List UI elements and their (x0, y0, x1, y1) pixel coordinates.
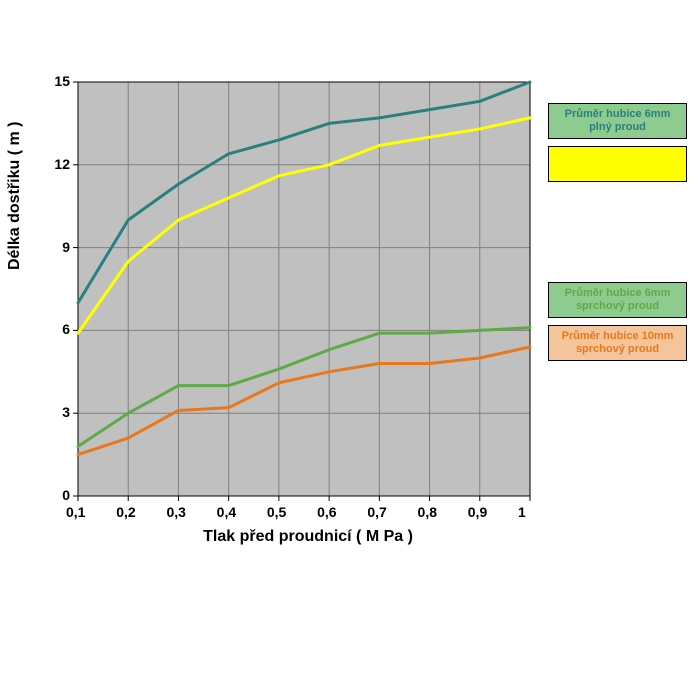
x-tick: 0,4 (217, 504, 236, 520)
y-axis-label: Délka dostřiku ( m ) (6, 122, 24, 270)
legend-label: Průměr hubice 10mm (562, 330, 674, 342)
x-tick: 0,9 (468, 504, 487, 520)
y-tick: 6 (62, 321, 70, 337)
x-tick: 0,5 (267, 504, 286, 520)
legend-label: Průměr hubice 10mm (562, 151, 674, 163)
legend-label: sprchový proud (576, 343, 659, 355)
y-tick: 0 (62, 487, 70, 503)
legend-label: plný proud (589, 121, 646, 133)
x-tick: 0,3 (166, 504, 185, 520)
y-tick: 3 (62, 404, 70, 420)
legend-item-6mm-spray: Průměr hubice 6mm sprchový proud (548, 282, 687, 318)
x-tick: 0,6 (317, 504, 336, 520)
legend-item-10mm-spray: Průměr hubice 10mm sprchový proud (548, 325, 687, 361)
y-tick: 9 (62, 239, 70, 255)
x-tick: 1 (518, 504, 526, 520)
y-tick: 12 (54, 156, 70, 172)
x-tick: 0,2 (116, 504, 135, 520)
legend-label: Průměr hubice 6mm (565, 108, 671, 120)
legend-label: sprchový proud (576, 300, 659, 312)
x-tick: 0,8 (418, 504, 437, 520)
x-axis-label: Tlak před proudnicí ( M Pa ) (203, 528, 413, 546)
x-tick: 0,7 (367, 504, 386, 520)
legend-label: plný proud (589, 164, 646, 176)
legend-item-10mm-full: Průměr hubice 10mm plný proud (548, 146, 687, 182)
legend-label: Průměr hubice 6mm (565, 287, 671, 299)
y-tick: 15 (54, 73, 70, 89)
x-tick: 0,1 (66, 504, 85, 520)
legend-item-6mm-full: Průměr hubice 6mm plný proud (548, 103, 687, 139)
